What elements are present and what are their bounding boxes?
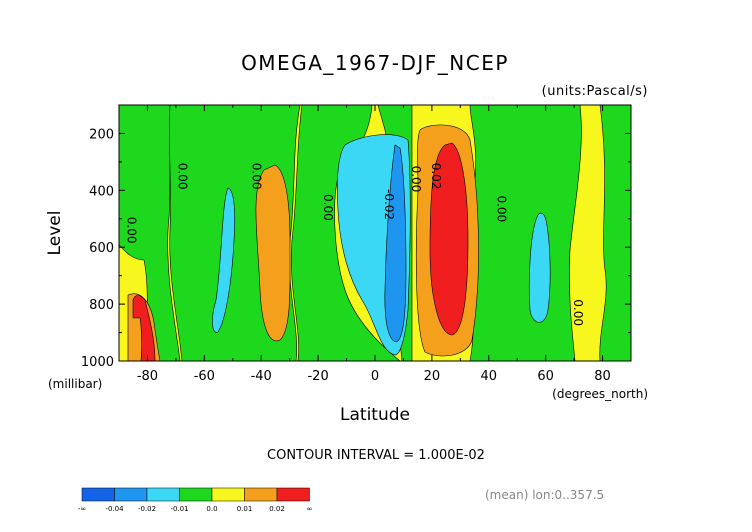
- colorbar-tick-label: -0.04: [105, 505, 124, 513]
- y-tick-label: 400: [89, 184, 114, 199]
- contour-label: 0.02: [429, 163, 443, 190]
- colorbar-tick-label: -0.02: [138, 505, 156, 513]
- chart-title: OMEGA_1967-DJF_NCEP: [241, 51, 509, 75]
- contour-label: -0.02: [382, 189, 396, 220]
- x-unit-label: (degrees_north): [552, 387, 648, 401]
- contour-label: 0.00: [250, 163, 264, 190]
- x-tick-label: -60: [194, 369, 215, 384]
- contour-label: 0.00: [321, 194, 335, 221]
- colorbar-swatch: [146, 487, 180, 502]
- colorbar: -∞ -0.04 -0.02 -0.01 0.0 0.01 0.02 ∞: [78, 487, 313, 513]
- contour-fill-red: [429, 142, 469, 336]
- y-axis: 200 400 600 800 1000: [81, 104, 631, 370]
- contour-interval-text: CONTOUR INTERVAL = 1.000E-02: [267, 448, 485, 463]
- contour-fill-red: [132, 295, 156, 361]
- colorbar-swatch: [244, 487, 278, 502]
- y-tick-label: 600: [89, 241, 114, 256]
- contour-fill-blue: [384, 144, 407, 343]
- contour-fill-cyan: [528, 212, 551, 323]
- contour-fill-orange: [255, 164, 291, 342]
- y-tick-label: 800: [89, 298, 114, 313]
- x-tick-label: -20: [307, 369, 328, 384]
- plot-area: [119, 105, 631, 361]
- colorbar-tick-label: 0.01: [237, 505, 253, 513]
- x-tick-label: -80: [137, 369, 158, 384]
- colorbar-tick-label: ∞: [307, 505, 313, 513]
- contour-label: 0.00: [176, 163, 190, 190]
- colorbar-swatch: [211, 487, 245, 502]
- y-tick-label: 1000: [81, 355, 114, 370]
- contour-fill-cyan: [212, 187, 236, 333]
- contour-label: 0.00: [125, 217, 139, 244]
- y-axis-label: Level: [45, 211, 65, 256]
- y-tick-label: 200: [89, 127, 114, 142]
- colorbar-swatch: [179, 487, 213, 502]
- colorbar-tick-label: -0.01: [170, 505, 188, 513]
- contour-label: 0.00: [571, 299, 585, 326]
- x-tick-label: 60: [537, 369, 554, 384]
- contour-fill-green: [469, 105, 582, 361]
- x-tick-label: 80: [594, 369, 611, 384]
- colorbar-swatch: [114, 487, 148, 502]
- contour-label: 0.00: [409, 166, 423, 193]
- colorbar-tick-label: 0.02: [269, 505, 285, 513]
- contour-fill-green: [119, 105, 181, 361]
- footer-text: (mean) lon:0..357.5: [485, 488, 604, 502]
- colorbar-swatch: [81, 487, 115, 502]
- units-label: (units:Pascal/s): [542, 84, 648, 99]
- contour-fill-green: [599, 105, 631, 361]
- contour-label: 0.00: [494, 195, 508, 222]
- colorbar-tick-label: 0.0: [206, 505, 217, 513]
- x-axis-label: Latitude: [340, 405, 410, 425]
- x-tick-label: 40: [481, 369, 498, 384]
- contour-labels: 0.00 0.00 0.00 0.00 -0.02 0.00 0.02 0.00 0.00: [125, 163, 586, 326]
- x-tick-label: 0: [371, 369, 379, 384]
- x-tick-label: -40: [251, 369, 272, 384]
- colorbar-tick-label: -∞: [78, 505, 86, 513]
- x-axis: -80 -60 -40 -20 0 20 40 60 80: [118, 105, 632, 384]
- y-unit-label: (millibar): [48, 377, 102, 391]
- x-tick-label: 20: [424, 369, 441, 384]
- colorbar-swatch: [276, 487, 310, 502]
